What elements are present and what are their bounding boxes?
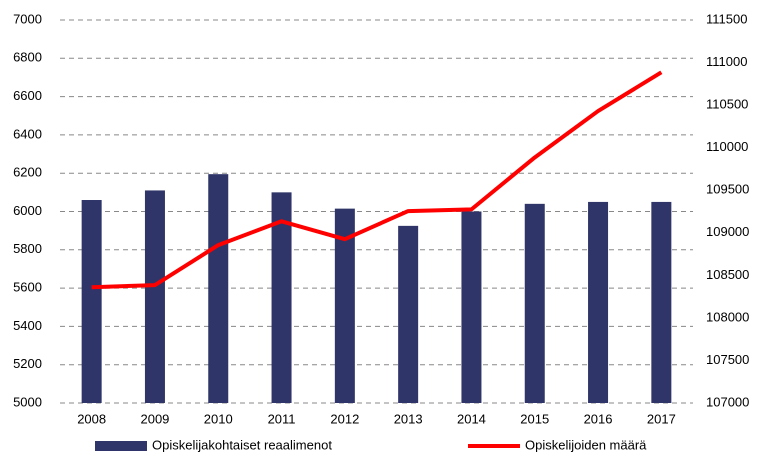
y-tick-label: 5000 [13,394,42,409]
y2-tick-label: 109000 [706,224,749,239]
bar [81,200,102,403]
bar [651,201,672,403]
y-tick-label: 6600 [13,88,42,103]
y-tick-label: 7000 [13,11,42,26]
y2-tick-label: 108500 [706,267,749,282]
x-tick-label: 2011 [268,411,296,426]
legend-label: Opiskelijoiden määrä [525,437,647,452]
y2-tick-label: 108000 [706,309,749,324]
x-tick-label: 2012 [330,411,359,426]
y2-tick-label: 111500 [706,11,747,26]
bar [461,211,482,403]
bar [144,190,165,403]
y2-tick-label: 110500 [706,97,748,112]
y2-tick-label: 107500 [706,352,749,367]
bar [334,208,355,403]
y-tick-label: 6800 [13,50,42,65]
x-tick-label: 2014 [457,411,486,426]
legend-swatch [95,441,147,451]
y-tick-label: 6400 [13,126,42,141]
y2-tick-label: 111000 [706,54,747,69]
y-tick-label: 5200 [13,356,42,371]
y-tick-label: 5600 [13,280,42,295]
y2-tick-label: 109500 [706,182,749,197]
x-tick-label: 2008 [77,411,106,426]
bar [208,174,229,403]
x-tick-label: 2016 [584,411,613,426]
x-tick-label: 2017 [647,411,676,426]
y2-tick-label: 110000 [706,139,748,154]
bar [398,225,419,403]
y-tick-label: 5800 [13,241,42,256]
bar [588,201,609,403]
y-tick-label: 5400 [13,318,42,333]
legend-label: Opiskelijakohtaiset reaalimenot [152,437,332,452]
line-series [91,70,663,290]
bar [524,203,545,403]
x-tick-label: 2013 [394,411,423,426]
y-tick-label: 6000 [13,203,42,218]
y2-tick-label: 107000 [706,394,749,409]
x-tick-label: 2009 [140,411,169,426]
bar [271,192,292,403]
x-tick-label: 2010 [204,411,233,426]
y-tick-label: 6200 [13,165,42,180]
x-tick-label: 2015 [520,411,549,426]
